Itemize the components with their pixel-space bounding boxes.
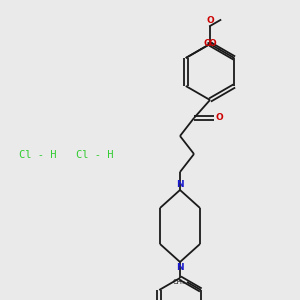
Text: O: O xyxy=(203,39,211,48)
Text: N: N xyxy=(176,263,184,272)
Text: O: O xyxy=(216,113,224,122)
Text: Cl - H: Cl - H xyxy=(76,150,114,160)
Text: O: O xyxy=(206,16,214,25)
Text: N: N xyxy=(176,180,184,189)
Text: Cl - H: Cl - H xyxy=(19,150,57,160)
Text: CH₃: CH₃ xyxy=(172,279,185,285)
Text: O: O xyxy=(209,39,217,48)
